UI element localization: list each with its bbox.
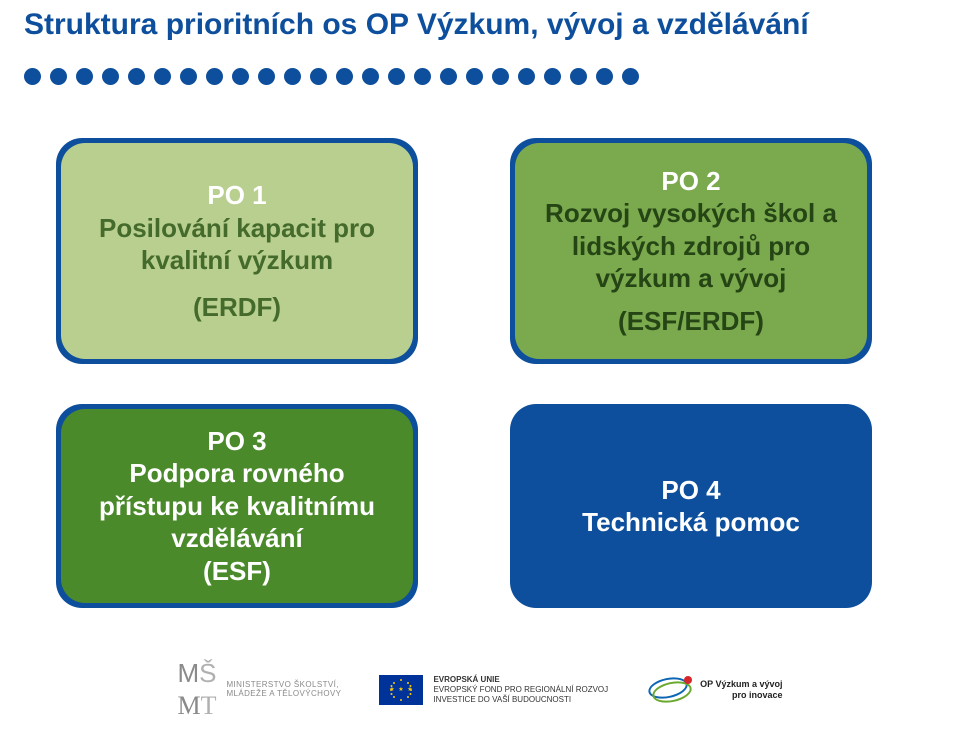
msmt-line2: MLÁDEŽE A TĚLOVÝCHOVY	[226, 690, 341, 699]
po3-title: PO 3	[207, 425, 266, 458]
decor-dot	[76, 68, 93, 85]
eu-line2: EVROPSKÝ FOND PRO REGIONÁLNÍ ROZVOJ	[433, 685, 608, 695]
po3-body: Podpora rovného přístupu ke kvalitnímu v…	[81, 457, 393, 555]
msmt-letters: MŠ	[177, 658, 216, 689]
po4-title: PO 4	[661, 474, 720, 507]
op-line1: OP Výzkum a vývoj	[700, 679, 782, 689]
op-logo: OP Výzkum a vývoj pro inovace	[646, 676, 782, 704]
po1-sub: (ERDF)	[193, 291, 281, 324]
op-line2: pro inovace	[700, 690, 782, 700]
decor-dot	[232, 68, 249, 85]
card-po4: PO 4 Technická pomoc	[510, 404, 872, 608]
decor-dot	[622, 68, 639, 85]
decor-dot	[518, 68, 535, 85]
page-title: Struktura prioritních os OP Výzkum, vývo…	[24, 8, 809, 42]
decor-dot	[440, 68, 457, 85]
op-swirl-icon	[646, 676, 692, 704]
decor-dot	[102, 68, 119, 85]
footer-logos: MŠ M T MINISTERSTVO ŠKOLSTVÍ, MLÁDEŽE A …	[0, 658, 960, 721]
decor-dot	[50, 68, 67, 85]
decor-dot	[336, 68, 353, 85]
dots-row	[24, 68, 639, 85]
card-po3: PO 3 Podpora rovného přístupu ke kvalitn…	[56, 404, 418, 608]
po2-sub: (ESF/ERDF)	[618, 305, 764, 338]
decor-dot	[310, 68, 327, 85]
decor-dot	[206, 68, 223, 85]
decor-dot	[466, 68, 483, 85]
card-po1: PO 1 Posilování kapacit pro kvalitní výz…	[56, 138, 418, 364]
eu-line3: INVESTICE DO VAŠÍ BUDOUCNOSTI	[433, 695, 608, 705]
decor-dot	[362, 68, 379, 85]
card-po2: PO 2 Rozvoj vysokých škol a lidských zdr…	[510, 138, 872, 364]
po1-title: PO 1	[207, 179, 266, 212]
decor-dot	[388, 68, 405, 85]
decor-dot	[128, 68, 145, 85]
decor-dot	[24, 68, 41, 85]
po1-body: Posilování kapacit pro kvalitní výzkum	[81, 212, 393, 277]
po2-title: PO 2	[661, 165, 720, 198]
msmt-logo: MŠ M T MINISTERSTVO ŠKOLSTVÍ, MLÁDEŽE A …	[177, 658, 341, 721]
decor-dot	[284, 68, 301, 85]
eu-logo: ★ ★ ★ EVROPSKÁ UNIE EVROPSKÝ FOND PRO RE…	[379, 675, 608, 705]
decor-dot	[570, 68, 587, 85]
po3-sub: (ESF)	[203, 555, 271, 588]
po2-body: Rozvoj vysokých škol a lidských zdrojů p…	[535, 197, 847, 295]
decor-dot	[596, 68, 613, 85]
decor-dot	[544, 68, 561, 85]
eu-flag-icon: ★ ★ ★	[379, 675, 423, 705]
decor-dot	[258, 68, 275, 85]
decor-dot	[180, 68, 197, 85]
po4-body: Technická pomoc	[582, 506, 800, 539]
decor-dot	[492, 68, 509, 85]
decor-dot	[414, 68, 431, 85]
decor-dot	[154, 68, 171, 85]
eu-line1: EVROPSKÁ UNIE	[433, 675, 608, 685]
